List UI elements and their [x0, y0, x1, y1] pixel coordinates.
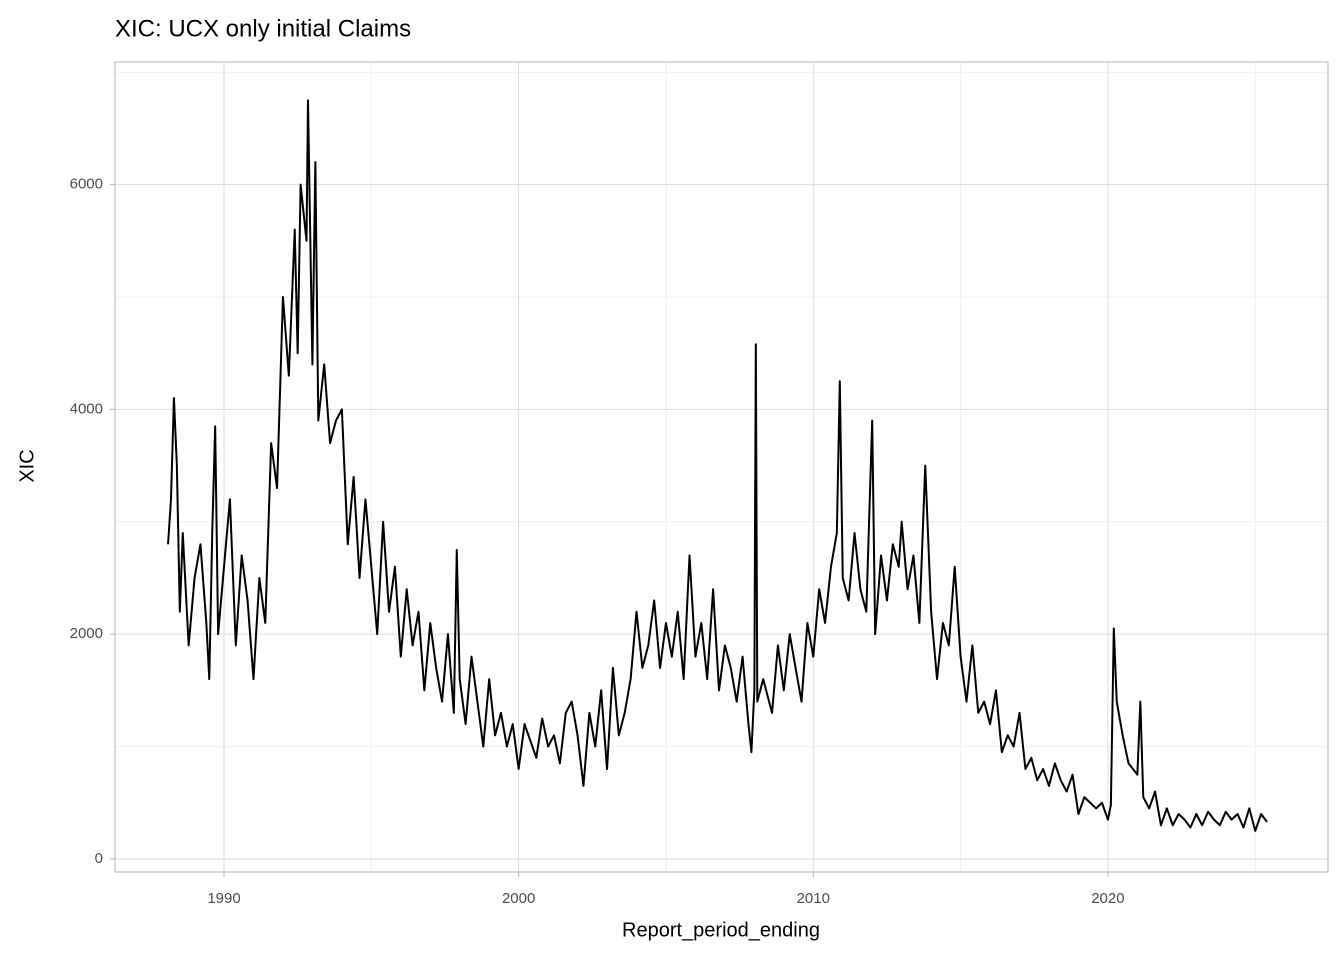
y-axis-label: XIC [16, 449, 38, 482]
chart-title: XIC: UCX only initial Claims [115, 15, 411, 42]
data-line [167, 99, 1268, 832]
x-tick-label: 2000 [502, 890, 535, 907]
y-tick-label: 2000 [70, 625, 103, 642]
y-tick-label: 6000 [70, 176, 103, 193]
y-tick-label: 0 [95, 850, 103, 867]
panel-border [114, 61, 1329, 873]
x-axis-label: Report_period_ending [622, 919, 820, 941]
x-tick-label: 1990 [207, 890, 240, 907]
y-tick-label: 4000 [70, 400, 103, 417]
x-tick-label: 2010 [797, 890, 830, 907]
x-tick-label: 2020 [1091, 890, 1124, 907]
